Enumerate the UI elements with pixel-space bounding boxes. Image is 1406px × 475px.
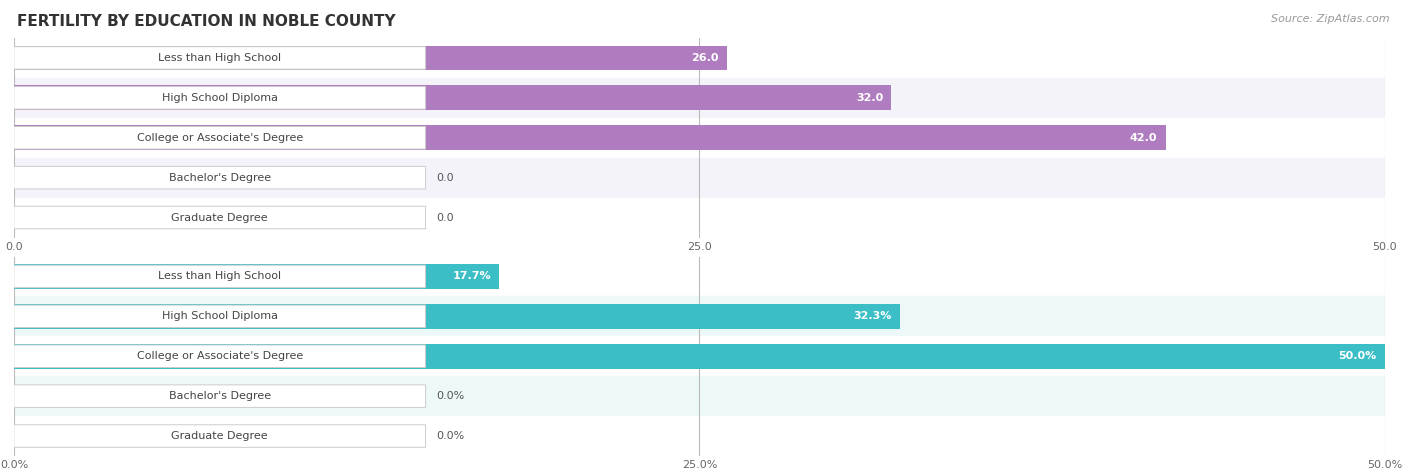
Bar	[14, 125, 1166, 150]
Bar	[14, 416, 1385, 456]
FancyBboxPatch shape	[14, 86, 426, 109]
Text: Bachelor's Degree: Bachelor's Degree	[169, 391, 271, 401]
Text: Source: ZipAtlas.com: Source: ZipAtlas.com	[1271, 14, 1389, 24]
Text: Graduate Degree: Graduate Degree	[172, 431, 269, 441]
Text: Less than High School: Less than High School	[157, 53, 281, 63]
Bar	[14, 46, 727, 70]
Text: 50.0%: 50.0%	[1339, 351, 1376, 361]
Bar	[14, 86, 891, 110]
Bar	[14, 256, 1385, 296]
FancyBboxPatch shape	[14, 47, 426, 69]
FancyBboxPatch shape	[14, 265, 426, 288]
FancyBboxPatch shape	[14, 385, 426, 408]
Text: Less than High School: Less than High School	[157, 271, 281, 282]
Text: FERTILITY BY EDUCATION IN NOBLE COUNTY: FERTILITY BY EDUCATION IN NOBLE COUNTY	[17, 14, 395, 29]
Text: 42.0: 42.0	[1130, 133, 1157, 143]
FancyBboxPatch shape	[14, 425, 426, 447]
Text: 0.0%: 0.0%	[436, 431, 464, 441]
Text: 0.0%: 0.0%	[436, 391, 464, 401]
Bar	[14, 264, 499, 289]
Text: 32.3%: 32.3%	[853, 311, 891, 322]
Bar	[14, 336, 1385, 376]
FancyBboxPatch shape	[14, 126, 426, 149]
Bar	[14, 118, 1385, 158]
Text: High School Diploma: High School Diploma	[162, 311, 278, 322]
FancyBboxPatch shape	[14, 305, 426, 328]
FancyBboxPatch shape	[14, 166, 426, 189]
Bar	[14, 376, 1385, 416]
Bar	[14, 344, 1385, 369]
Text: 32.0: 32.0	[856, 93, 883, 103]
Text: Graduate Degree: Graduate Degree	[172, 212, 269, 223]
Bar	[14, 296, 1385, 336]
Bar	[14, 304, 900, 329]
Text: 17.7%: 17.7%	[453, 271, 491, 282]
Text: 26.0: 26.0	[692, 53, 718, 63]
Bar	[14, 78, 1385, 118]
FancyBboxPatch shape	[14, 206, 426, 229]
Text: College or Associate's Degree: College or Associate's Degree	[136, 351, 302, 361]
Text: High School Diploma: High School Diploma	[162, 93, 278, 103]
Bar	[14, 158, 1385, 198]
Text: 0.0: 0.0	[436, 212, 454, 223]
Text: College or Associate's Degree: College or Associate's Degree	[136, 133, 302, 143]
Text: 0.0: 0.0	[436, 172, 454, 183]
Bar	[14, 38, 1385, 78]
Bar	[14, 198, 1385, 238]
FancyBboxPatch shape	[14, 345, 426, 368]
Text: Bachelor's Degree: Bachelor's Degree	[169, 172, 271, 183]
